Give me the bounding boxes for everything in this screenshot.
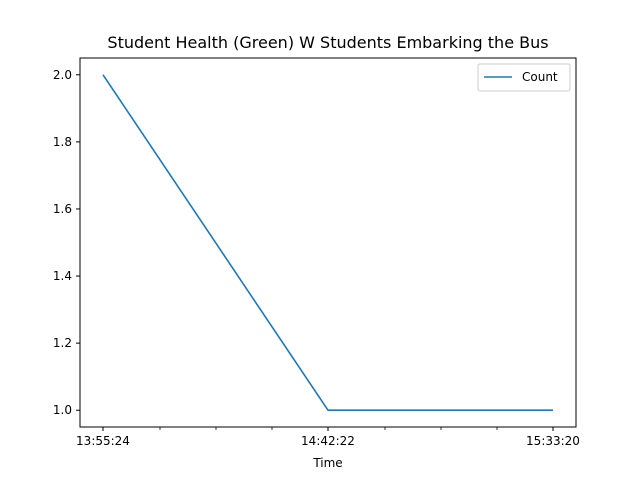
y-tick-label: 1.4 [53,269,72,283]
y-tick-label: 1.0 [53,403,72,417]
series-line-count [102,74,553,412]
series-layer [102,74,553,412]
legend: Count [477,63,571,92]
x-tick-label: 13:55:24 [76,434,130,448]
y-axis: 1.0 1.2 1.4 1.6 1.8 2.0 [53,68,80,417]
plot-area [79,57,577,428]
y-tick-label: 2.0 [53,68,72,82]
x-tick-label: 15:33:20 [526,434,580,448]
y-tick-label: 1.2 [53,336,72,350]
legend-box [477,63,571,92]
chart-title: Student Health (Green) W Students Embark… [107,33,548,52]
y-tick-label: 1.8 [53,135,72,149]
legend-label-count: Count [522,70,558,84]
x-axis-label: Time [312,456,342,470]
x-axis: 13:55:24 14:42:22 15:33:20 [76,427,580,448]
x-tick-label: 14:42:22 [301,434,355,448]
y-tick-label: 1.6 [53,202,72,216]
